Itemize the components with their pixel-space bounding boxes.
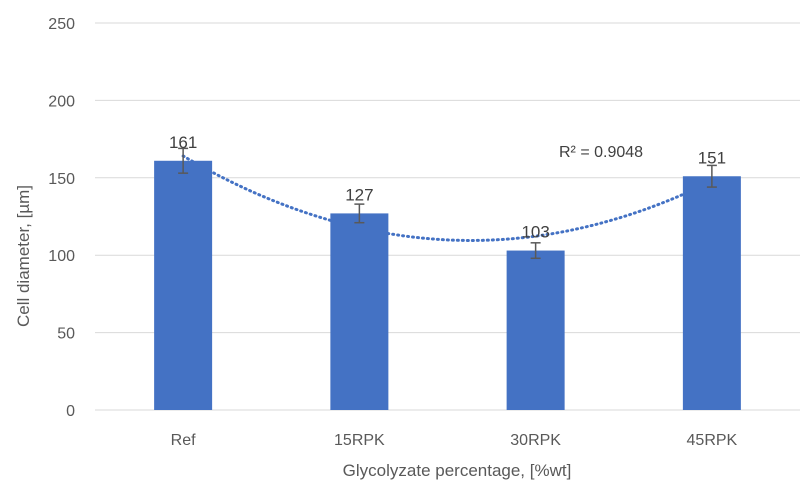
y-tick-label: 250: [48, 16, 75, 33]
bar: [506, 250, 565, 410]
x-tick-label: 15RPK: [334, 432, 385, 449]
gridlines: [95, 22, 800, 411]
y-tick-label: 200: [48, 93, 75, 110]
data-label: 161: [169, 133, 197, 152]
data-label: 151: [698, 148, 726, 167]
data-label: 127: [345, 185, 373, 204]
y-tick-label: 100: [48, 248, 75, 265]
x-axis-title: Glycolyzate percentage, [%wt]: [343, 461, 572, 480]
data-labels: 161 127 103 151: [169, 133, 726, 242]
error-bars: [178, 147, 717, 260]
x-tick-label: Ref: [171, 432, 196, 449]
y-tick-label: 150: [48, 171, 75, 188]
bar: [154, 160, 213, 410]
y-tick-label: 0: [66, 403, 75, 420]
bar: [330, 213, 389, 410]
x-tick-label: 30RPK: [510, 432, 561, 449]
bar: [682, 176, 741, 410]
x-axis-ticks: Ref 15RPK 30RPK 45RPK: [171, 432, 738, 449]
y-axis-ticks: 0 50 100 150 200 250: [48, 16, 75, 420]
trendline: [181, 154, 714, 242]
x-tick-label: 45RPK: [687, 432, 738, 449]
r-squared-label: R² = 0.9048: [559, 144, 643, 161]
y-tick-label: 50: [57, 326, 75, 343]
data-label: 103: [521, 223, 549, 242]
bars: [154, 160, 741, 410]
y-axis-title: Cell diameter, [µm]: [14, 185, 33, 327]
